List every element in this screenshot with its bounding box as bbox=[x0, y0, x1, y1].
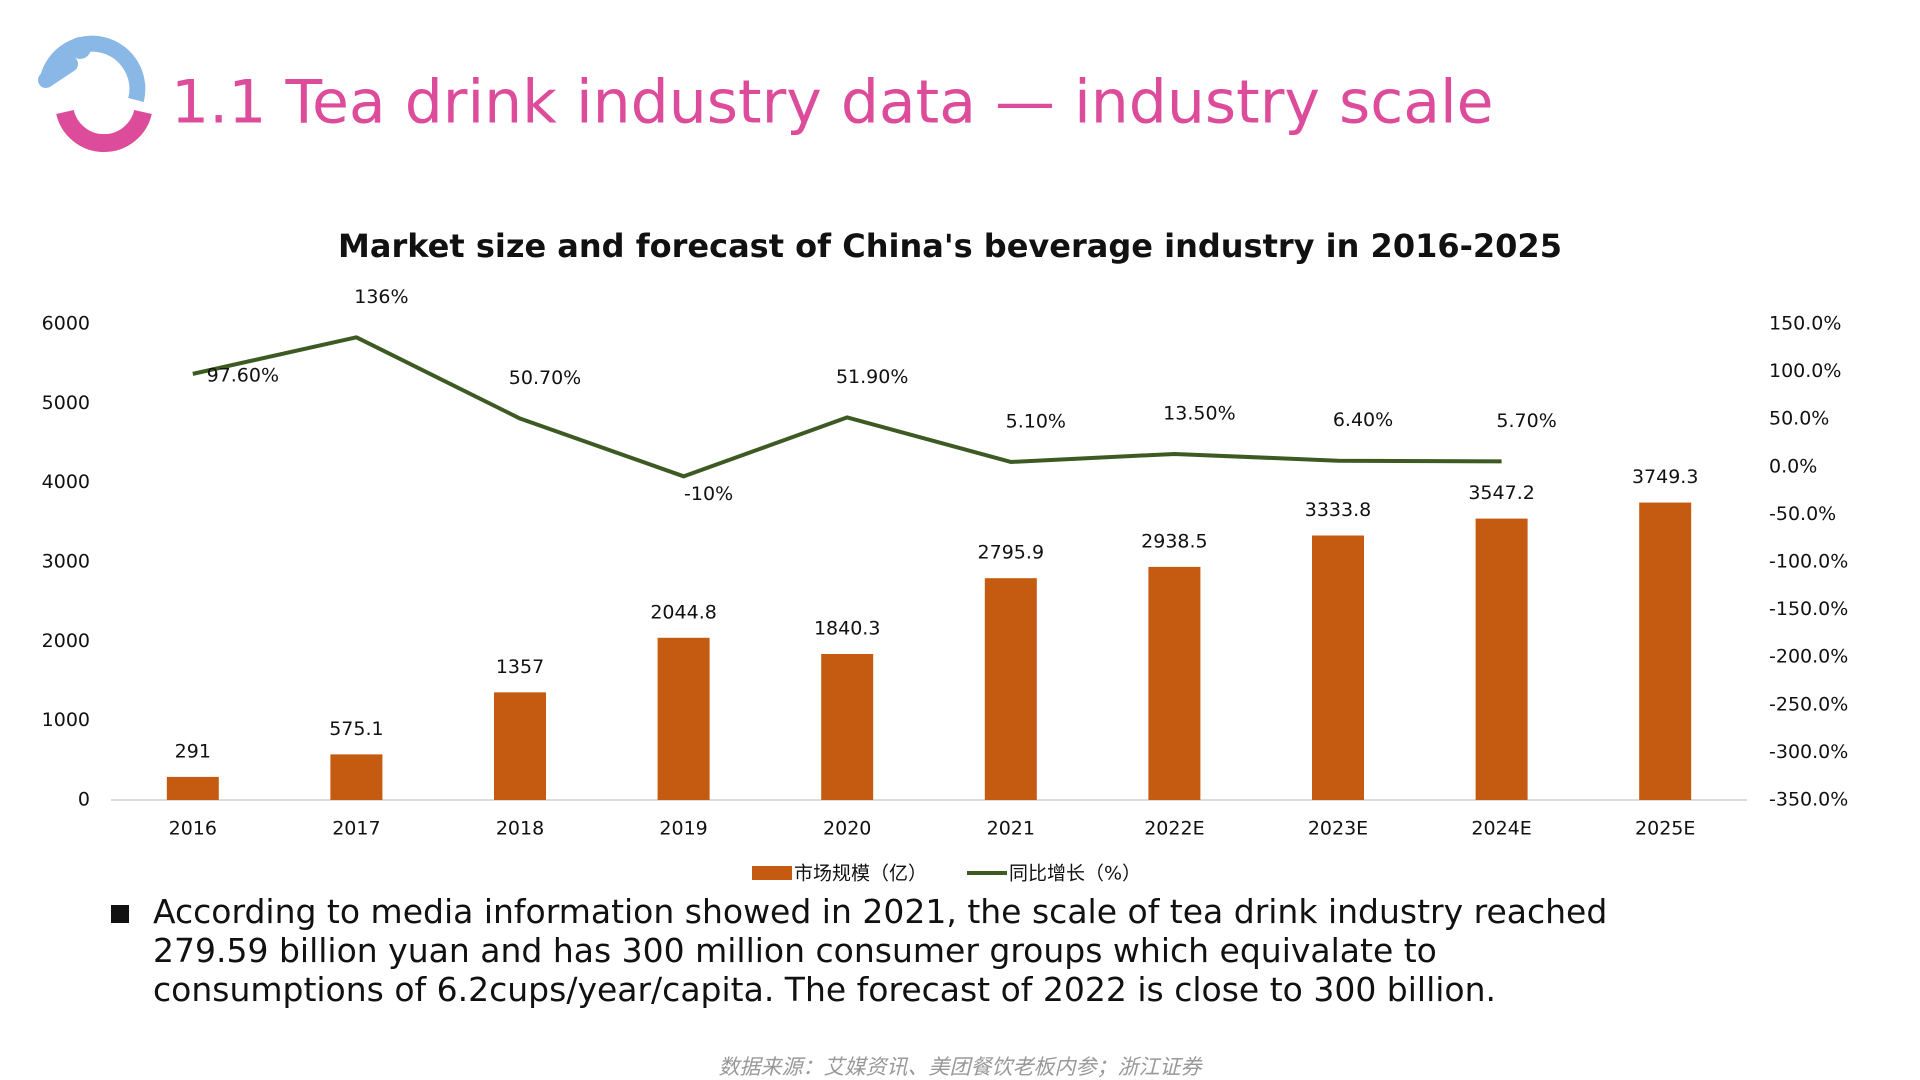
bar bbox=[1475, 518, 1528, 800]
y2-tick-label: 150.0% bbox=[1769, 313, 1841, 335]
y2-tick-label: -300.0% bbox=[1769, 741, 1848, 763]
y2-tick-label: 50.0% bbox=[1769, 408, 1829, 430]
line-label: 51.90% bbox=[836, 366, 908, 388]
bar-label: 1357 bbox=[496, 656, 544, 678]
x-tick-label: 2023E bbox=[1308, 818, 1368, 840]
y2-tick-label: -200.0% bbox=[1769, 646, 1848, 668]
x-tick-label: 2017 bbox=[332, 818, 380, 840]
bar-label: 575.1 bbox=[329, 718, 383, 740]
bar bbox=[657, 637, 710, 800]
y-tick-label: 1000 bbox=[42, 709, 90, 731]
y2-tick-label: 0.0% bbox=[1769, 455, 1817, 477]
logo bbox=[38, 35, 152, 153]
legend-label: 市场规模（亿） bbox=[794, 863, 927, 885]
line-label: 50.70% bbox=[509, 367, 581, 389]
y2-tick-label: -150.0% bbox=[1769, 598, 1848, 620]
x-tick-label: 2022E bbox=[1144, 818, 1204, 840]
line-label: 5.10% bbox=[1006, 410, 1066, 432]
bar bbox=[1639, 502, 1692, 800]
x-tick-label: 2019 bbox=[659, 818, 707, 840]
bar bbox=[984, 578, 1037, 800]
x-tick-label: 2021 bbox=[987, 818, 1035, 840]
legend-swatch bbox=[752, 866, 792, 880]
bar-label: 1840.3 bbox=[814, 618, 880, 640]
y-tick-label: 6000 bbox=[42, 313, 90, 335]
line-label: 97.60% bbox=[207, 364, 279, 386]
bar bbox=[1148, 566, 1201, 800]
x-tick-label: 2018 bbox=[496, 818, 544, 840]
line-label: 13.50% bbox=[1163, 402, 1235, 424]
bar-label: 291 bbox=[175, 740, 211, 762]
bar bbox=[1312, 535, 1364, 800]
line-label: 5.70% bbox=[1496, 410, 1556, 432]
y-tick-label: 5000 bbox=[42, 392, 90, 414]
y2-tick-label: -350.0% bbox=[1769, 789, 1848, 811]
bar-label: 3547.2 bbox=[1468, 482, 1534, 504]
bullet-text: According to media information showed in… bbox=[153, 892, 1608, 1009]
line-label: -10% bbox=[684, 483, 733, 505]
y-tick-label: 4000 bbox=[42, 471, 90, 493]
x-tick-label: 2016 bbox=[169, 818, 217, 840]
x-tick-label: 2020 bbox=[823, 818, 871, 840]
source: 数据来源：艾媒资讯、美团餐饮老板内参；浙江证券 bbox=[719, 1055, 1204, 1079]
y2-tick-label: -50.0% bbox=[1769, 503, 1836, 525]
bar bbox=[494, 692, 546, 800]
legend-label: 同比增长（%） bbox=[1009, 863, 1141, 885]
bullet-marker bbox=[111, 905, 129, 923]
y2-tick-label: -100.0% bbox=[1769, 551, 1848, 573]
bar-label: 2938.5 bbox=[1141, 530, 1207, 552]
bar-label: 2795.9 bbox=[978, 542, 1044, 564]
x-tick-label: 2025E bbox=[1635, 818, 1695, 840]
chart-title: Market size and forecast of China's beve… bbox=[338, 227, 1562, 265]
y-tick-label: 2000 bbox=[42, 630, 90, 652]
slide-title: 1.1 Tea drink industry data — industry s… bbox=[171, 68, 1494, 138]
bar-label: 2044.8 bbox=[650, 601, 716, 623]
y-tick-label: 0 bbox=[78, 789, 90, 811]
x-tick-label: 2024E bbox=[1471, 818, 1531, 840]
line bbox=[192, 335, 1502, 479]
line-label: 136% bbox=[354, 286, 408, 308]
y2-tick-label: -250.0% bbox=[1769, 693, 1848, 715]
bar bbox=[166, 776, 219, 800]
y2-tick-label: 100.0% bbox=[1769, 360, 1841, 382]
line-label: 6.40% bbox=[1333, 409, 1393, 431]
bar bbox=[330, 754, 383, 800]
bar bbox=[821, 654, 874, 800]
bar-label: 3333.8 bbox=[1305, 499, 1371, 521]
y-tick-label: 3000 bbox=[42, 551, 90, 573]
bar-label: 3749.3 bbox=[1632, 466, 1698, 488]
